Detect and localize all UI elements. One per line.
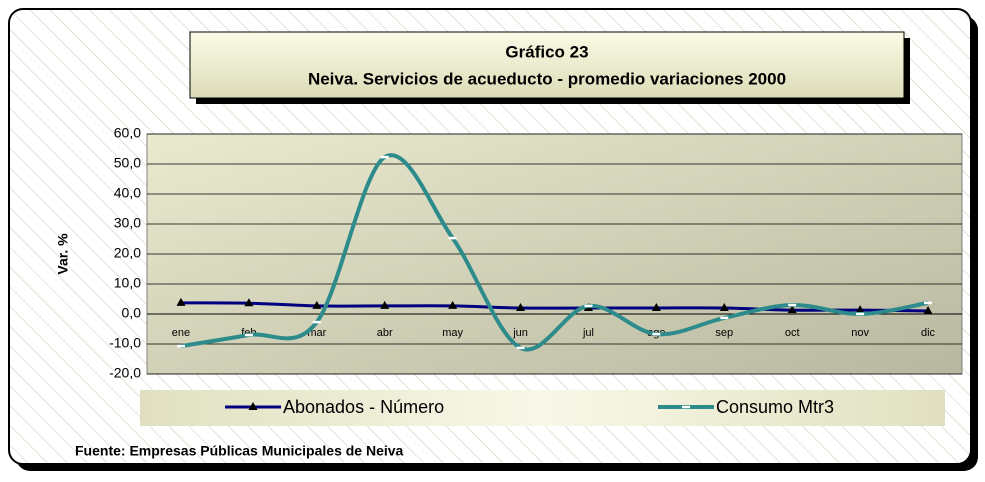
point-marker [312,300,322,309]
x-tick-label: may [442,327,463,339]
y-tick-label: -10,0 [109,335,141,351]
point-marker [787,305,797,314]
y-tick-label: 40,0 [114,185,141,201]
point-marker [244,298,254,307]
point-marker [719,303,729,311]
y-tick-label: 10,0 [114,275,141,291]
y-tick-label: 60,0 [114,125,141,141]
y-tick-label: 0,0 [122,305,142,321]
series-line [180,301,929,313]
point-marker [516,303,526,311]
x-tick-label: dic [921,327,936,339]
y-tick-label: 30,0 [114,215,141,231]
chart-subtitle: Neiva. Servicios de acueducto - promedio… [308,69,786,88]
chart-title: Gráfico 23 [505,42,588,61]
legend-label: Abonados - Número [283,397,444,417]
x-tick-label: sep [715,327,733,339]
point-marker [923,306,933,314]
point-marker [176,297,186,306]
x-tick-label: jul [582,327,594,339]
point-marker [855,305,865,314]
x-tick-label: oct [785,327,800,339]
y-tick-label: 20,0 [114,245,141,261]
source-note: Fuente: Empresas Públicas Municipales de… [75,443,404,459]
point-marker [380,300,390,309]
x-tick-label: jun [512,327,528,339]
y-axis-label: Var. % [55,233,71,275]
legend-label: Consumo Mtr3 [716,397,834,417]
title-box [189,31,905,99]
point-marker [448,300,458,309]
point-marker [651,303,661,311]
x-tick-label: abr [377,327,393,339]
x-tick-label: nov [851,327,869,339]
y-tick-label: -20,0 [109,365,141,381]
legend-marker [248,402,258,410]
x-tick-label: ene [172,327,190,339]
y-tick-label: 50,0 [114,155,141,171]
